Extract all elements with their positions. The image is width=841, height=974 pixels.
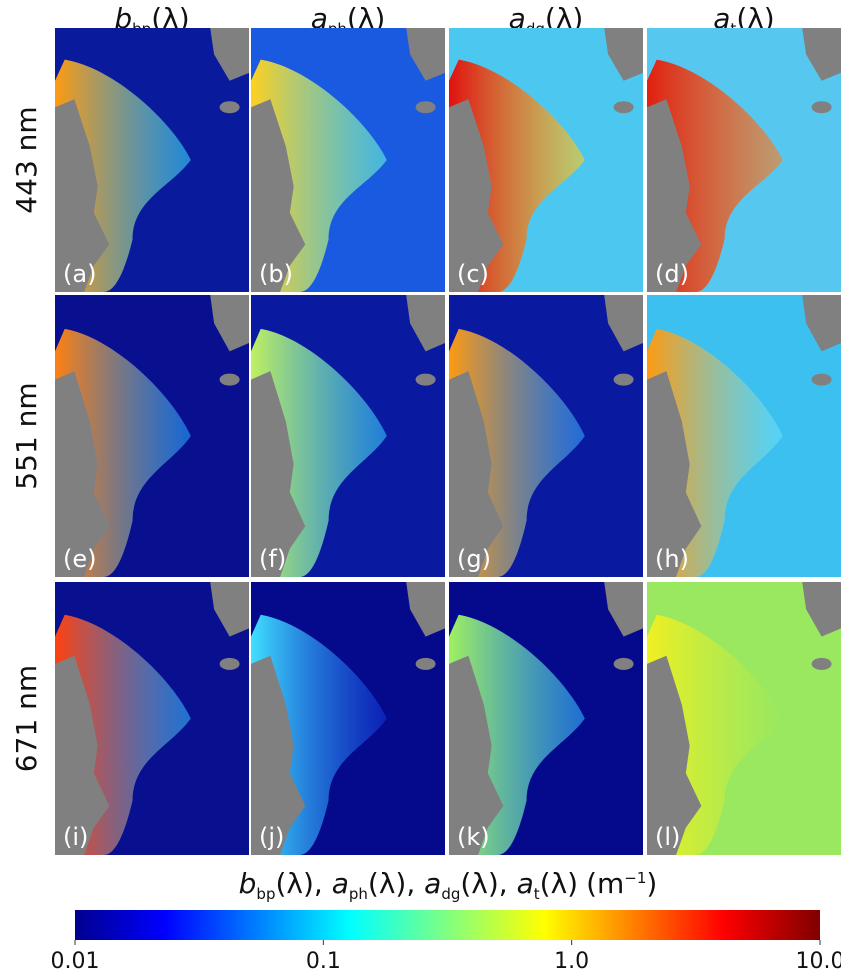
symbol: b: [239, 867, 257, 900]
panel-label: (f): [259, 545, 286, 573]
land: [449, 655, 504, 855]
colorbar: [75, 910, 820, 940]
argument: (λ): [460, 867, 498, 900]
row-label: 671 nm: [10, 665, 43, 772]
island: [415, 101, 436, 114]
island: [406, 582, 445, 637]
island: [802, 295, 841, 352]
land: [647, 371, 702, 577]
panel: (g): [449, 295, 643, 577]
land: [449, 371, 504, 577]
island: [210, 582, 249, 637]
land: [251, 99, 306, 292]
panel: (l): [647, 582, 841, 855]
panel-label: (e): [63, 545, 97, 573]
panel-label: (h): [655, 545, 689, 573]
panel-label: (j): [259, 823, 284, 851]
argument: (λ): [540, 867, 578, 900]
island: [210, 295, 249, 352]
island: [219, 373, 240, 386]
panel-label: (l): [655, 823, 680, 851]
separator: ,: [406, 867, 424, 900]
unit: (m: [586, 867, 624, 900]
land: [647, 99, 702, 292]
subscript: ph: [349, 885, 368, 903]
panel: (h): [647, 295, 841, 577]
panel-label: (d): [655, 260, 689, 288]
island: [811, 657, 832, 670]
colorbar-title: bbp(λ), aph(λ), adg(λ), at(λ) (m−1): [239, 867, 658, 903]
separator: ,: [499, 867, 517, 900]
symbol: b: [114, 2, 132, 35]
panel-label: (a): [63, 260, 96, 288]
land: [251, 655, 306, 855]
land: [55, 99, 110, 292]
island: [604, 295, 643, 352]
panel-label: (c): [457, 260, 489, 288]
separator: ,: [314, 867, 332, 900]
island: [811, 101, 832, 114]
island: [613, 101, 634, 114]
panel: (b): [251, 28, 445, 293]
row-label: 443 nm: [10, 106, 43, 213]
island: [219, 657, 240, 670]
colorbar-tick-label: 10.0: [796, 949, 841, 974]
symbol: a: [311, 2, 328, 35]
island: [415, 373, 436, 386]
island: [811, 373, 832, 386]
island: [802, 582, 841, 637]
island: [613, 373, 634, 386]
argument: (λ): [275, 867, 313, 900]
superscript: −1: [624, 869, 646, 887]
symbol: a: [517, 867, 534, 900]
island: [210, 28, 249, 81]
colorbar-tick-label: 0.1: [306, 949, 341, 974]
panel: (i): [55, 582, 249, 855]
colorbar-tick-label: 0.01: [51, 949, 100, 974]
panel: (k): [449, 582, 643, 855]
panel-label: (g): [457, 545, 491, 573]
panel: (d): [647, 28, 841, 293]
island: [613, 657, 634, 670]
land: [55, 371, 110, 577]
panel: (a): [55, 28, 249, 293]
land: [647, 655, 702, 855]
panel: (c): [449, 28, 643, 293]
panel: (e): [55, 295, 249, 577]
land: [251, 371, 306, 577]
island: [604, 28, 643, 81]
island: [406, 295, 445, 352]
symbol: a: [424, 867, 441, 900]
panel: (f): [251, 295, 445, 577]
subscript: dg: [441, 885, 460, 903]
island: [406, 28, 445, 81]
land: [55, 655, 110, 855]
subscript: bp: [256, 885, 275, 903]
island: [415, 657, 436, 670]
symbol: a: [509, 2, 526, 35]
subscript: t: [534, 885, 540, 903]
symbol: a: [332, 867, 349, 900]
island: [604, 582, 643, 637]
argument: (λ): [368, 867, 406, 900]
panel-label: (i): [63, 823, 88, 851]
panel: (j): [251, 582, 445, 855]
colorbar-tick-label: 1.0: [554, 949, 589, 974]
column-header: adg(λ): [509, 2, 584, 38]
island: [219, 101, 240, 114]
island: [802, 28, 841, 81]
panel-label: (k): [457, 823, 490, 851]
symbol: a: [713, 2, 730, 35]
panel-label: (b): [259, 260, 293, 288]
unit: ): [646, 867, 657, 900]
land: [449, 99, 504, 292]
row-label: 551 nm: [10, 382, 43, 489]
